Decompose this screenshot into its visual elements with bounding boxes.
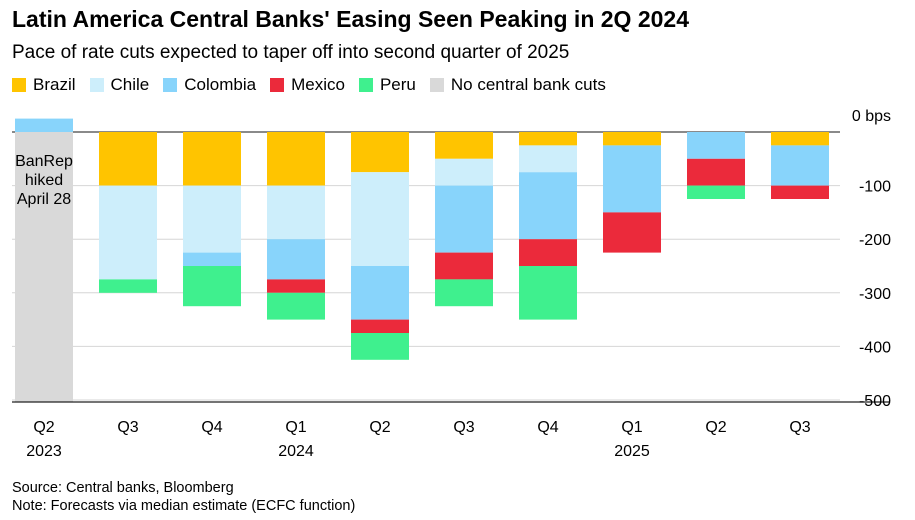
x-tick-label: Q2: [369, 419, 390, 436]
bar-segment-colombia: [771, 145, 829, 186]
legend-label-brazil: Brazil: [33, 75, 76, 94]
bar-segment-mexico: [519, 239, 577, 266]
legend-swatch-brazil: [12, 78, 26, 92]
bar-segment-colombia: [15, 118, 73, 132]
legend-item-colombia: Colombia: [163, 75, 256, 95]
bar-segment-peru: [435, 279, 493, 307]
bar-segment-brazil: [435, 132, 493, 159]
legend-item-no-cuts: No central bank cuts: [429, 75, 606, 95]
bar-segment-colombia: [435, 185, 493, 253]
y-tick-label: -100: [859, 179, 891, 196]
legend-swatch-colombia: [163, 78, 178, 92]
bar-segment-colombia: [183, 252, 241, 266]
legend-label-peru: Peru: [379, 75, 416, 94]
legend: Brazil Chile Colombia Mexico Peru No cen…: [12, 75, 620, 95]
bar-segment-mexico: [435, 252, 493, 280]
legend-swatch-no-cuts: [429, 78, 444, 92]
legend-swatch-chile: [89, 78, 104, 92]
bar-segment-brazil: [771, 132, 829, 146]
bar-segment-colombia: [519, 172, 577, 240]
bar-segment-chile: [519, 145, 577, 173]
bar-segment-mexico: [687, 158, 745, 186]
x-year-label: 2025: [614, 443, 650, 460]
bar-segment-brazil: [603, 132, 661, 146]
y-tick-label: -500: [859, 393, 891, 410]
annotation-text: April 28: [17, 191, 71, 208]
y-tick-label: 0 bps: [852, 108, 891, 125]
bar-segment-colombia: [687, 132, 745, 159]
footnote: Note: Forecasts via median estimate (ECF…: [12, 498, 356, 514]
chart-title: Latin America Central Banks' Easing Seen…: [12, 6, 689, 32]
bar-segment-chile: [351, 172, 409, 266]
no-cuts-shading: [15, 132, 73, 402]
bar-segment-brazil: [267, 132, 325, 186]
x-tick-label: Q2: [33, 419, 54, 436]
bar-segment-peru: [351, 333, 409, 360]
bar-segment-chile: [183, 185, 241, 253]
legend-label-mexico: Mexico: [291, 75, 345, 94]
legend-item-chile: Chile: [89, 75, 150, 95]
legend-item-brazil: Brazil: [12, 75, 76, 95]
x-tick-label: Q3: [453, 419, 474, 436]
legend-swatch-mexico: [270, 78, 285, 92]
bar-segment-chile: [99, 185, 157, 280]
bar-segment-colombia: [351, 266, 409, 320]
bar-segment-peru: [687, 185, 745, 199]
legend-label-no-cuts: No central bank cuts: [450, 75, 606, 94]
x-year-label: 2024: [278, 443, 314, 460]
bar-segment-brazil: [99, 132, 157, 186]
bar-segment-peru: [267, 292, 325, 320]
x-tick-label: Q4: [201, 419, 222, 436]
bar-segment-brazil: [183, 132, 241, 186]
y-tick-label: -400: [859, 339, 891, 356]
bar-segment-peru: [519, 266, 577, 320]
y-tick-label: -300: [859, 286, 891, 303]
legend-item-peru: Peru: [358, 75, 416, 95]
x-tick-label: Q1: [621, 419, 642, 436]
bar-segment-brazil: [351, 132, 409, 173]
annotation-text: hiked: [25, 172, 63, 189]
x-tick-label: Q4: [537, 419, 558, 436]
bar-segment-brazil: [519, 132, 577, 146]
bar-segment-mexico: [267, 279, 325, 293]
x-tick-label: Q2: [705, 419, 726, 436]
bar-segment-mexico: [771, 185, 829, 199]
bar-segment-mexico: [603, 212, 661, 253]
x-tick-label: Q3: [789, 419, 810, 436]
bar-segment-chile: [435, 158, 493, 186]
bar-segment-colombia: [603, 145, 661, 213]
bar-segment-peru: [99, 279, 157, 293]
legend-label-chile: Chile: [110, 75, 150, 94]
chart-subtitle: Pace of rate cuts expected to taper off …: [12, 42, 570, 63]
y-tick-label: -200: [859, 232, 891, 249]
x-year-label: 2023: [26, 443, 62, 460]
legend-item-mexico: Mexico: [270, 75, 345, 95]
bar-segment-colombia: [267, 239, 325, 280]
x-tick-label: Q3: [117, 419, 138, 436]
legend-label-colombia: Colombia: [184, 75, 257, 94]
x-tick-label: Q1: [285, 419, 306, 436]
bar-segment-chile: [267, 185, 325, 240]
source-note: Source: Central banks, Bloomberg: [12, 480, 234, 496]
legend-swatch-peru: [358, 78, 373, 92]
annotation-text: BanRep: [15, 153, 73, 170]
bar-segment-mexico: [351, 319, 409, 333]
bar-segment-peru: [183, 266, 241, 307]
